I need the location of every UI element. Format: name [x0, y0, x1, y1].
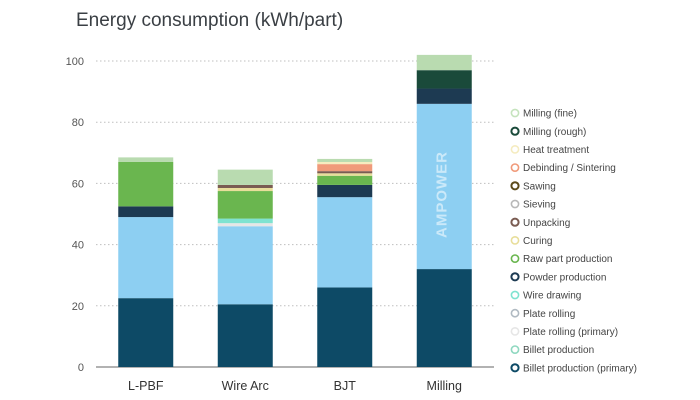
legend-marker-icon: [510, 308, 520, 318]
legend-marker-icon: [510, 363, 520, 373]
bar-segment-curing: [317, 173, 373, 176]
legend-label: Sieving: [523, 200, 556, 211]
x-category-label: Wire Arc: [222, 379, 269, 393]
y-tick-label: 60: [72, 178, 84, 190]
legend-marker-icon: [510, 235, 520, 245]
legend-marker-icon: [510, 254, 520, 263]
bar-segment-raw-part-production: [317, 175, 373, 185]
bar-segment-curing: [217, 187, 273, 192]
ampower-watermark: AMPOWER: [433, 151, 450, 238]
legend-label: Billet production: [523, 345, 594, 356]
bar-segment-billet-production-primary: [118, 298, 174, 367]
bar-segment-milling-fine: [118, 157, 174, 162]
bar-segment-debinding-sintering: [317, 164, 373, 172]
bar-segment-wire-drawing: [217, 218, 273, 224]
legend-marker-icon: [510, 163, 520, 172]
legend-label: Unpacking: [523, 218, 570, 229]
legend-label: Powder production: [523, 272, 606, 283]
bar-segment-body: [118, 217, 174, 299]
bar-segment-body: [217, 226, 273, 305]
bar-segment-powder-production: [118, 206, 174, 218]
bar-segment-powder-production: [416, 88, 472, 104]
bar-segment-body: [416, 103, 472, 270]
legend-label: Curing: [523, 236, 552, 247]
bar-segment-body: [317, 197, 373, 288]
x-category-label: Milling: [427, 379, 462, 393]
bar-segment-powder-production: [317, 184, 373, 198]
y-tick-label: 40: [72, 240, 84, 252]
legend-marker-icon: [510, 326, 520, 336]
legend-label: Wire drawing: [523, 291, 581, 302]
bar-segment-unpacking: [217, 184, 273, 188]
bar-stacks: [118, 54, 472, 367]
legend-label: Milling (rough): [523, 127, 586, 138]
legend-marker-icon: [510, 199, 520, 209]
y-tick-label: 80: [72, 117, 84, 129]
y-tick-label: 0: [78, 362, 84, 374]
legend-marker-icon: [510, 108, 520, 118]
x-category-label: L-PBF: [128, 379, 164, 393]
legend-label: Plate rolling: [523, 309, 575, 320]
legend-marker-icon: [510, 126, 520, 136]
bar-segment-milling-fine: [317, 158, 373, 162]
legend-marker-icon: [510, 144, 520, 154]
bar-segment-milling-rough: [416, 70, 472, 89]
legend-label: Sawing: [523, 181, 556, 192]
x-category-label: BJT: [334, 379, 357, 393]
x-axis-labels: L-PBF Wire Arc BJT Milling: [128, 379, 462, 393]
bar-segment-billet-production-primary: [416, 269, 472, 367]
legend-marker-icon: [510, 217, 520, 227]
y-axis-ticks: 0 20 40 60 80 100: [66, 56, 84, 374]
bar-segment-billet-production-primary: [217, 304, 273, 367]
legend-label: Billet production (primary): [523, 363, 637, 374]
legend-label: Milling (fine): [523, 109, 577, 120]
bar-segment-billet-production-primary: [317, 287, 373, 367]
legend-marker-icon: [510, 181, 520, 191]
legend-label: Raw part production: [523, 254, 613, 265]
legend-label: Heat treatment: [523, 145, 589, 156]
legend-marker-icon: [510, 272, 520, 282]
bar-segment-unpacking: [317, 171, 373, 174]
bar-segment-raw-part-production: [118, 161, 174, 207]
chart-title: Energy consumption (kWh/part): [76, 10, 343, 31]
legend-marker-icon: [510, 290, 520, 300]
legend: Milling (fine) Milling (rough) Heat treatm…: [510, 108, 637, 374]
bar-segment-plate-rolling-primary: [217, 223, 273, 227]
legend-label: Plate rolling (primary): [523, 327, 618, 338]
y-tick-label: 100: [66, 56, 84, 68]
bar-segment-heat-treatment: [317, 161, 373, 165]
bar-segment-milling-fine: [416, 54, 472, 71]
y-tick-label: 20: [72, 301, 84, 313]
legend-marker-icon: [510, 345, 520, 354]
bar-segment-milling-fine: [217, 169, 273, 185]
legend-label: Debinding / Sintering: [523, 163, 616, 174]
bar-segment-raw-part-production: [217, 191, 273, 219]
